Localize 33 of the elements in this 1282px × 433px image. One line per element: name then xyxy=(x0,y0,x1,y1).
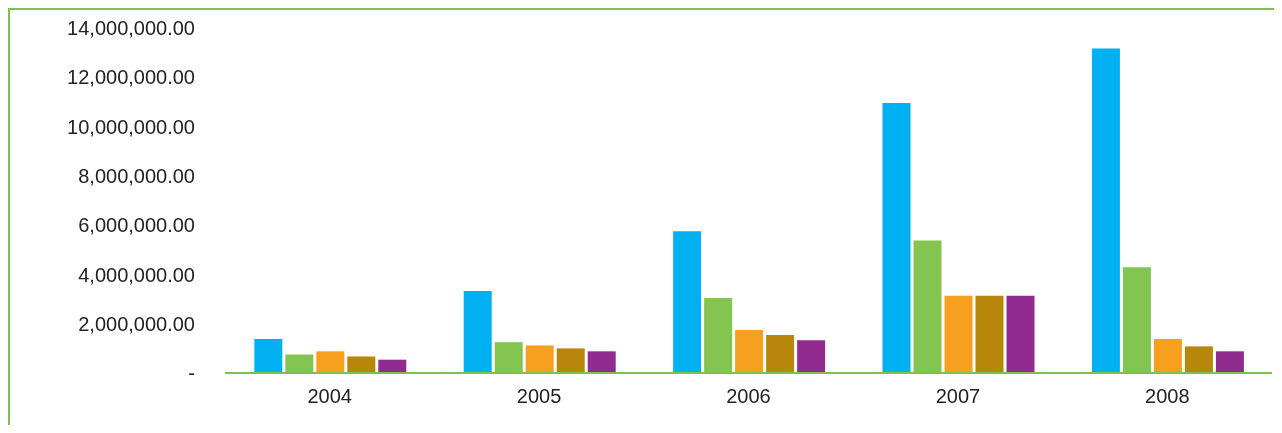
y-tick-label: 8,000,000.00 xyxy=(78,164,195,187)
x-tick-label: 2005 xyxy=(516,385,562,408)
bar xyxy=(254,338,283,373)
y-tick-label: - xyxy=(188,362,195,385)
bar xyxy=(1215,351,1244,373)
bar xyxy=(525,345,554,373)
bar xyxy=(1153,338,1182,373)
bar xyxy=(378,359,407,373)
bar xyxy=(347,356,376,373)
y-tick-label: 12,000,000.00 xyxy=(67,66,195,89)
bar xyxy=(587,351,616,373)
bar xyxy=(1091,48,1120,373)
bar xyxy=(944,295,973,373)
x-tick-label: 2008 xyxy=(1145,385,1190,408)
bar xyxy=(797,340,826,373)
x-tick-label: 2006 xyxy=(726,385,771,408)
bar xyxy=(882,102,911,373)
bar xyxy=(975,295,1004,373)
x-tick-label: 2007 xyxy=(935,385,981,408)
bar xyxy=(673,231,702,373)
bar xyxy=(556,348,585,373)
y-tick-label: 6,000,000.00 xyxy=(78,214,195,237)
bar xyxy=(766,335,795,373)
y-tick-label: 14,000,000.00 xyxy=(67,17,195,40)
bar xyxy=(1006,295,1035,373)
bar xyxy=(463,290,492,373)
bar xyxy=(735,329,764,373)
y-tick-label: 2,000,000.00 xyxy=(78,312,195,335)
y-tick-label: 4,000,000.00 xyxy=(78,263,195,286)
bar xyxy=(1184,346,1213,373)
bar xyxy=(316,351,345,373)
y-tick-label: 10,000,000.00 xyxy=(67,115,195,138)
x-tick-label: 2004 xyxy=(307,385,352,408)
